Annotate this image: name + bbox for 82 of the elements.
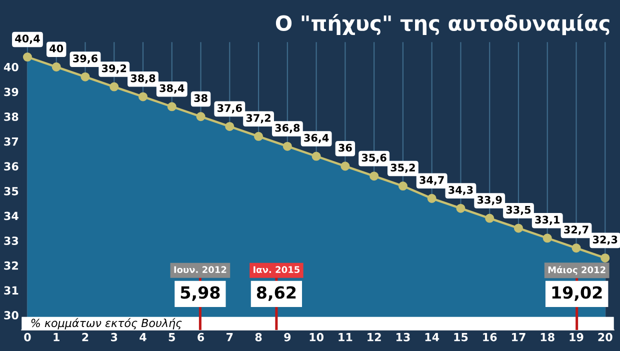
x-tick-label: 8 — [255, 332, 262, 342]
point — [52, 62, 61, 72]
annotation: 19,02 — [552, 286, 602, 301]
point — [196, 112, 206, 122]
data-label: 33,5 — [506, 206, 531, 216]
x-tick-label: 5 — [168, 333, 175, 342]
x-tick-label: 18 — [540, 332, 554, 342]
x-tick-label: 13 — [396, 332, 410, 342]
point — [110, 82, 119, 92]
y-tick-label: 31 — [4, 286, 18, 295]
x-tick-label: 12 — [368, 332, 381, 342]
point — [427, 194, 436, 203]
ref-line-label: Μάιος 2012 — [548, 266, 606, 275]
point — [167, 102, 176, 112]
point — [485, 214, 494, 223]
y-tick-label: 40 — [4, 62, 18, 72]
y-tick-label: 37 — [4, 137, 18, 146]
data-label: 36 — [338, 144, 352, 152]
y-tick-label: 34 — [4, 212, 18, 220]
data-label: 32,7 — [564, 226, 588, 235]
x-tick-label: 3 — [111, 332, 118, 342]
x-tick-label: 10 — [310, 332, 324, 342]
x-tick-label: 17 — [512, 333, 526, 342]
data-label: 39,6 — [73, 54, 98, 64]
y-tick-label: 36 — [4, 162, 18, 171]
ref-line-label: Ιουν. 2012 — [174, 266, 226, 274]
y-tick-label: 39 — [4, 88, 18, 96]
y-tick-label: 32 — [4, 261, 18, 270]
data-label: 38,4 — [160, 84, 184, 94]
annotation: 5,98 — [180, 286, 220, 301]
x-tick-label: 15 — [454, 333, 468, 342]
point — [225, 122, 234, 131]
x-tick-label: 7 — [226, 333, 233, 342]
data-label: 38,8 — [130, 74, 156, 84]
point — [370, 172, 379, 181]
data-label: 36,4 — [304, 134, 329, 144]
point — [572, 244, 581, 253]
data-label: 34,7 — [420, 176, 444, 186]
point — [282, 142, 292, 151]
x-tick-label: 11 — [338, 333, 352, 342]
x-tick-label: 4 — [140, 333, 146, 342]
point — [22, 52, 32, 62]
y-tick-label: 38 — [4, 112, 18, 121]
x-tick-label: 19 — [570, 332, 584, 342]
x-tick-label: 16 — [483, 332, 497, 342]
x-tick-label: 20 — [598, 332, 612, 342]
point — [80, 72, 90, 82]
x-tick-label: 14 — [425, 333, 440, 342]
data-label: 40 — [50, 44, 64, 52]
data-label: 35,2 — [390, 164, 415, 173]
data-label: 38 — [194, 94, 208, 102]
data-label: 36,8 — [275, 124, 300, 134]
data-label: 37,6 — [218, 104, 242, 114]
point — [398, 182, 408, 191]
data-label: 32,3 — [592, 236, 618, 245]
annotation: 8,62 — [256, 286, 296, 301]
x-axis-title: % κομμάτων εκτός Βουλής — [31, 318, 182, 330]
data-label: 39,2 — [102, 64, 126, 74]
ref-line-label: Ιαν. 2015 — [254, 266, 300, 274]
point — [542, 234, 552, 243]
data-label: 40,4 — [15, 34, 40, 44]
y-tick-label: 33 — [4, 236, 18, 245]
point — [600, 253, 610, 262]
x-tick-label: 9 — [284, 332, 291, 342]
x-tick-label: 2 — [82, 332, 88, 342]
x-tick-label: 6 — [198, 332, 204, 342]
point — [456, 204, 466, 213]
data-label: 33,1 — [535, 216, 560, 225]
x-tick-label: 0 — [24, 332, 31, 342]
chart-title: Ο "πήχυς" της αυτοδυναμίας — [276, 14, 610, 36]
point — [514, 224, 523, 233]
data-label: 34,3 — [448, 186, 473, 196]
data-label: 35,6 — [362, 154, 386, 163]
point — [138, 92, 148, 102]
data-label: 37,2 — [246, 114, 270, 124]
point — [340, 162, 350, 171]
y-tick-label: 30 — [4, 311, 18, 320]
point — [312, 152, 321, 161]
data-label: 33,9 — [477, 196, 502, 206]
x-tick-label: 1 — [54, 333, 60, 342]
y-tick-label: 35 — [4, 186, 18, 196]
point — [254, 132, 264, 141]
